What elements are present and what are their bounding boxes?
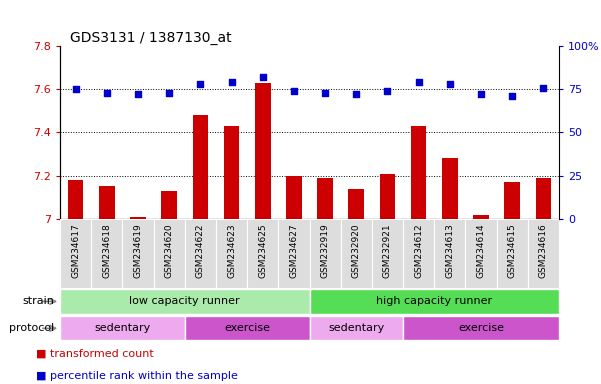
Text: exercise: exercise [224, 323, 270, 333]
Bar [162, 191, 177, 219]
Text: sedentary: sedentary [94, 323, 151, 333]
Text: GSM234615: GSM234615 [508, 224, 517, 278]
Bar [535, 178, 551, 219]
Bar [434, 219, 465, 288]
Bar [528, 219, 559, 288]
Text: GSM232919: GSM232919 [320, 224, 329, 278]
Bar [60, 290, 310, 313]
Bar [411, 126, 427, 219]
Bar [442, 159, 457, 219]
Point [165, 90, 174, 96]
Bar [310, 316, 403, 341]
Point [414, 79, 424, 86]
Point [538, 84, 548, 91]
Bar [380, 174, 395, 219]
Bar [224, 126, 239, 219]
Bar [278, 219, 310, 288]
Text: GSM234620: GSM234620 [165, 224, 174, 278]
Point [102, 90, 112, 96]
Text: strain: strain [22, 296, 54, 306]
Bar [310, 290, 559, 313]
Bar [473, 215, 489, 219]
Text: GSM234614: GSM234614 [477, 224, 486, 278]
Text: GSM232921: GSM232921 [383, 224, 392, 278]
Bar [185, 316, 310, 341]
Bar [123, 219, 154, 288]
Point [445, 81, 454, 87]
Text: ■ percentile rank within the sample: ■ percentile rank within the sample [36, 371, 238, 381]
Point [71, 86, 81, 93]
Point [227, 79, 236, 86]
Bar [154, 219, 185, 288]
Bar [504, 182, 520, 219]
Text: high capacity runner: high capacity runner [376, 296, 492, 306]
Point [476, 91, 486, 98]
Point [289, 88, 299, 94]
Point [352, 91, 361, 98]
Bar [403, 316, 559, 341]
Bar [255, 83, 270, 219]
Bar [496, 219, 528, 288]
Point [383, 88, 392, 94]
Bar [60, 219, 91, 288]
Text: GSM234627: GSM234627 [290, 224, 299, 278]
Text: GDS3131 / 1387130_at: GDS3131 / 1387130_at [70, 31, 232, 45]
Text: GSM234612: GSM234612 [414, 224, 423, 278]
Bar [192, 115, 208, 219]
Bar [349, 189, 364, 219]
Text: GSM234625: GSM234625 [258, 224, 267, 278]
Text: low capacity runner: low capacity runner [129, 296, 240, 306]
Text: protocol: protocol [9, 323, 54, 333]
Text: GSM234622: GSM234622 [196, 224, 205, 278]
Point [258, 74, 267, 80]
Bar [372, 219, 403, 288]
Bar [341, 219, 372, 288]
Text: GSM234623: GSM234623 [227, 224, 236, 278]
Text: exercise: exercise [458, 323, 504, 333]
Bar [130, 217, 146, 219]
Point [133, 91, 143, 98]
Bar [99, 187, 115, 219]
Point [195, 81, 205, 87]
Bar [91, 219, 123, 288]
Bar [465, 219, 496, 288]
Bar [310, 219, 341, 288]
Bar [317, 178, 333, 219]
Point [507, 93, 517, 99]
Text: GSM234619: GSM234619 [133, 224, 142, 278]
Bar [185, 219, 216, 288]
Bar [247, 219, 278, 288]
Text: sedentary: sedentary [328, 323, 385, 333]
Bar [216, 219, 247, 288]
Text: GSM234613: GSM234613 [445, 224, 454, 278]
Text: GSM232920: GSM232920 [352, 224, 361, 278]
Bar [286, 176, 302, 219]
Bar [403, 219, 434, 288]
Text: ■ transformed count: ■ transformed count [36, 348, 154, 358]
Text: GSM234618: GSM234618 [102, 224, 111, 278]
Bar [68, 180, 84, 219]
Text: GSM234617: GSM234617 [71, 224, 80, 278]
Text: GSM234616: GSM234616 [539, 224, 548, 278]
Bar [60, 316, 185, 341]
Point [320, 90, 330, 96]
